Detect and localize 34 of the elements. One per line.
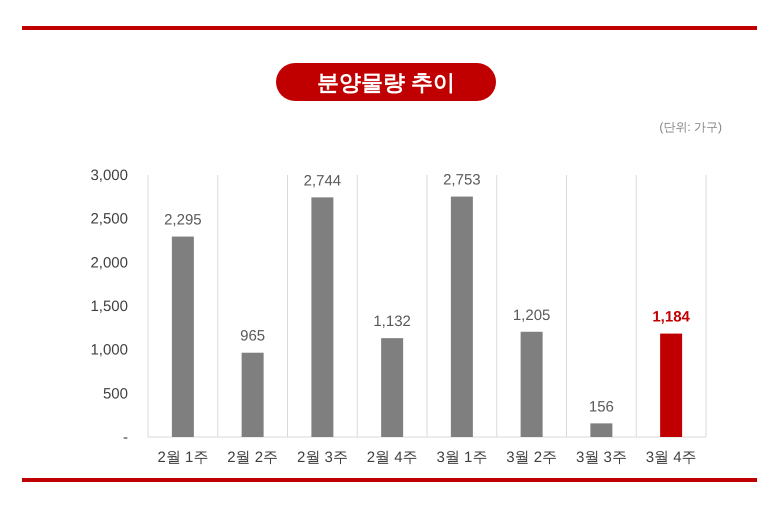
bar [590, 423, 612, 437]
data-label: 1,184 [652, 308, 691, 326]
data-label: 156 [588, 398, 614, 416]
x-tick-label: 3월 3주 [576, 449, 627, 466]
data-label: 1,132 [373, 313, 411, 330]
bar [172, 236, 194, 437]
x-tick-label: 3월 2주 [506, 449, 558, 466]
bar [450, 196, 473, 437]
x-tick-label: 2월 3주 [296, 449, 348, 466]
data-label: 2,295 [164, 212, 202, 229]
data-label: 965 [240, 328, 266, 345]
bar [242, 352, 264, 437]
y-tick-label: 2,000 [90, 254, 128, 272]
x-tick-label: 2월 4주 [366, 449, 418, 466]
x-tick-label: 3월 1주 [436, 449, 488, 466]
y-tick-label: - [123, 429, 128, 446]
x-tick-label: 2월 2주 [227, 449, 278, 466]
bar [381, 338, 404, 437]
bar [311, 197, 334, 437]
y-tick-label: 3,000 [90, 167, 128, 184]
data-label: 2,753 [443, 172, 481, 189]
y-tick-label: 500 [102, 385, 128, 402]
y-tick-label: 1,500 [90, 298, 128, 315]
data-label: 2,744 [304, 172, 342, 190]
x-tick-label: 2월 1주 [157, 449, 208, 466]
x-tick-label: 3월 4주 [646, 449, 697, 466]
y-tick-label: 1,000 [90, 342, 128, 359]
text: (단위: 가구) [659, 120, 722, 134]
data-label: 1,205 [512, 306, 550, 324]
chart-title: 분양물량 추이 [316, 70, 456, 95]
bar [520, 332, 543, 437]
title: 분양물량 추이 [276, 63, 496, 101]
bar [660, 334, 682, 437]
y-tick-label: 2,500 [90, 210, 128, 228]
